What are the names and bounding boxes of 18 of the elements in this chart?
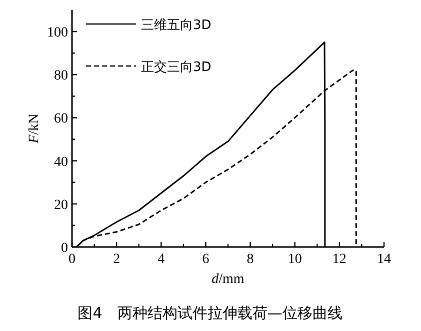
y-tick-label: 20 — [54, 198, 68, 213]
legend-label: 三维五向3D — [141, 18, 212, 33]
x-tick-label: 8 — [246, 252, 254, 267]
legend-label: 正交三向3D — [141, 59, 212, 75]
y-tick-label: 80 — [54, 68, 68, 84]
y-tick-label: 100 — [47, 26, 68, 41]
x-tick-label: 2 — [113, 252, 120, 267]
x-tick-label: 6 — [202, 252, 210, 267]
y-axis-title: F/kN — [27, 114, 42, 144]
caption: 图4 两种结构试件拉伸载荷—位移曲线 — [78, 304, 342, 322]
x-tick-label: 4 — [158, 252, 165, 267]
x-tick-label: 12 — [332, 252, 346, 267]
x-tick-label: 14 — [377, 252, 391, 267]
y-tick-label: 60 — [54, 112, 68, 127]
x-axis-title: d/mm — [212, 272, 244, 287]
y-tick-label: 40 — [54, 154, 68, 170]
x-tick-label: 10 — [288, 252, 302, 267]
y-tick-label: 0 — [61, 241, 68, 256]
